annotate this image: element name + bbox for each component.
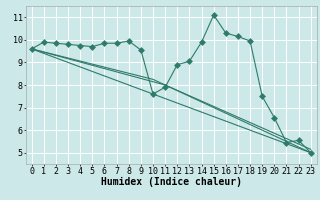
X-axis label: Humidex (Indice chaleur): Humidex (Indice chaleur) — [101, 177, 242, 187]
